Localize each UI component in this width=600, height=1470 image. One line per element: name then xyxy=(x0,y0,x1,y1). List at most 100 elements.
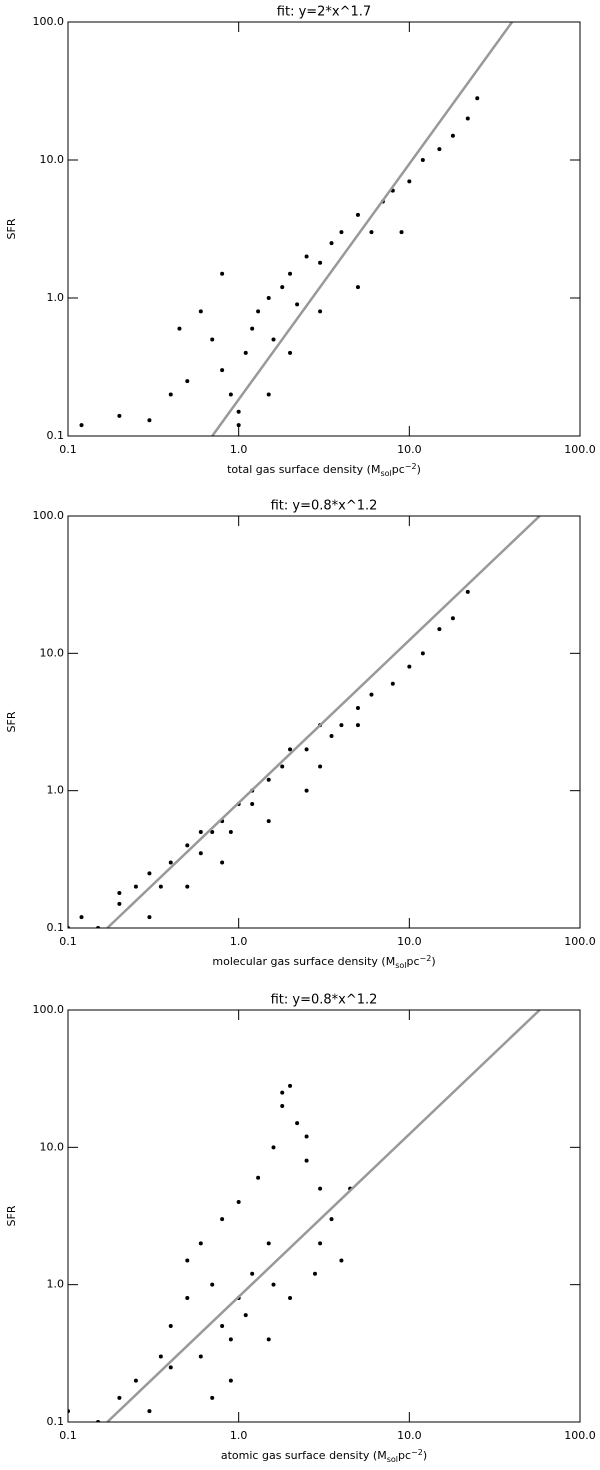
x-tick-label: 0.1 xyxy=(59,1429,77,1442)
point xyxy=(177,326,182,331)
point xyxy=(117,1395,122,1400)
point xyxy=(329,1217,334,1222)
point xyxy=(450,616,455,621)
point xyxy=(147,418,152,423)
point xyxy=(318,260,323,265)
point xyxy=(117,901,122,906)
point xyxy=(399,230,404,235)
y-tick-label: 10.0 xyxy=(40,153,65,166)
point xyxy=(475,96,480,101)
point xyxy=(147,915,152,920)
point xyxy=(420,651,425,656)
point xyxy=(228,1378,233,1383)
x-axis-label-part: atomic gas surface density (M xyxy=(221,1449,387,1462)
point xyxy=(288,747,293,752)
point xyxy=(304,747,309,752)
point xyxy=(228,392,233,397)
point xyxy=(117,890,122,895)
x-tick-label: 1.0 xyxy=(230,1429,248,1442)
y-tick-label: 0.1 xyxy=(47,921,65,934)
x-tick-label: 1.0 xyxy=(230,935,248,948)
point xyxy=(147,871,152,876)
point xyxy=(250,1271,255,1276)
chart-title: fit: y=0.8*x^1.2 xyxy=(271,993,378,1008)
point xyxy=(280,1090,285,1095)
point xyxy=(79,915,84,920)
point xyxy=(304,1158,309,1163)
point xyxy=(236,409,241,414)
point xyxy=(133,884,138,889)
point xyxy=(271,337,276,342)
x-axis-label-part: pc xyxy=(398,1449,411,1462)
points xyxy=(79,96,480,428)
point xyxy=(198,309,203,314)
point xyxy=(465,589,470,594)
point xyxy=(288,1295,293,1300)
x-tick-label: 100.0 xyxy=(564,1429,596,1442)
point xyxy=(288,271,293,276)
point xyxy=(437,147,442,152)
point xyxy=(168,860,173,865)
x-tick-label: 10.0 xyxy=(397,935,422,948)
point xyxy=(369,230,374,235)
point xyxy=(288,1083,293,1088)
point xyxy=(220,1324,225,1329)
point xyxy=(198,1354,203,1359)
point xyxy=(280,1103,285,1108)
x-tick-label: 1.0 xyxy=(230,443,248,456)
point xyxy=(355,285,360,290)
point xyxy=(220,271,225,276)
point xyxy=(256,1175,261,1180)
point xyxy=(437,627,442,632)
x-axis-label: atomic gas surface density (Msolpc−2) xyxy=(221,1448,427,1464)
point xyxy=(304,788,309,793)
fit-line xyxy=(106,1009,541,1423)
y-tick-label: 10.0 xyxy=(40,1140,65,1153)
point xyxy=(185,379,190,384)
point xyxy=(312,1271,317,1276)
point xyxy=(266,296,271,300)
x-axis-label: total gas surface density (Msolpc−2) xyxy=(227,462,421,478)
point xyxy=(355,212,360,217)
panel: 0.1 1.0 10.0 100.0 0.1 1.0 10.0 100.0 fit: y=2*x… xyxy=(5,5,596,478)
point xyxy=(288,350,293,355)
point xyxy=(220,860,225,865)
x-tick-label: 10.0 xyxy=(397,443,422,456)
x-axis-label-part: sol xyxy=(387,1455,398,1464)
point xyxy=(339,723,344,728)
point xyxy=(339,1258,344,1263)
point xyxy=(304,254,309,259)
point xyxy=(220,1217,225,1222)
point xyxy=(420,158,425,162)
x-axis-label-part: pc xyxy=(407,955,420,968)
point xyxy=(250,801,255,806)
point xyxy=(210,1395,215,1400)
x-axis-label-part: −2 xyxy=(405,462,417,471)
point xyxy=(236,423,241,428)
plot-frame xyxy=(67,1009,581,1423)
point xyxy=(266,777,271,782)
point xyxy=(228,830,233,835)
chart-title: fit: y=0.8*x^1.2 xyxy=(271,499,378,514)
point xyxy=(117,413,122,418)
y-tick-label: 100.0 xyxy=(33,1003,65,1016)
x-axis-label-part: −2 xyxy=(420,954,432,963)
point xyxy=(280,764,285,769)
point xyxy=(266,1241,271,1246)
point xyxy=(185,843,190,848)
y-tick-label: 100.0 xyxy=(33,509,65,522)
y-axis-label: SFR xyxy=(5,218,18,239)
point xyxy=(210,830,215,835)
point xyxy=(295,1121,300,1126)
x-tick-label: 100.0 xyxy=(564,935,596,948)
x-tick-label: 10.0 xyxy=(397,1429,422,1442)
point xyxy=(407,179,412,184)
point xyxy=(329,241,334,246)
point xyxy=(158,884,163,889)
point xyxy=(266,1337,271,1342)
y-tick-label: 0.1 xyxy=(47,1415,65,1428)
point xyxy=(79,423,84,428)
point xyxy=(168,392,173,397)
point xyxy=(390,681,395,686)
